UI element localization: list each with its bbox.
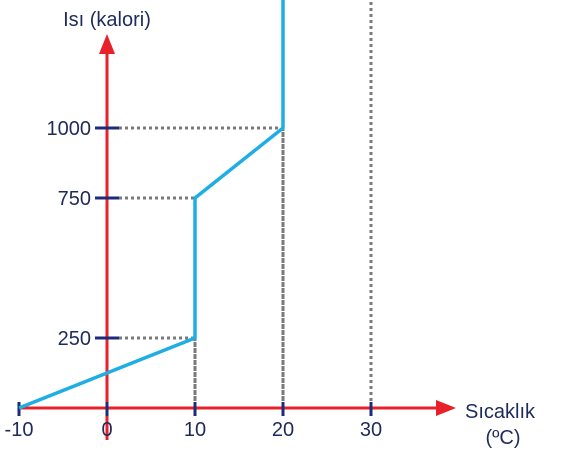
y-tick-label-750: 750 xyxy=(58,188,91,210)
x-axis-arrow xyxy=(436,400,456,416)
x-tick-label-20: 20 xyxy=(272,419,294,441)
series-line xyxy=(18,0,285,410)
x-tick-label--10: -10 xyxy=(5,419,34,441)
x-tick-label-30: 30 xyxy=(360,419,382,441)
x-tick-label-0: 0 xyxy=(101,419,112,441)
x-axis-title-line1: Sıcaklık xyxy=(465,401,536,423)
x-tick-label-10: 10 xyxy=(184,419,206,441)
y-axis-title: Isı (kalori) xyxy=(63,9,151,31)
guide-lines xyxy=(119,0,373,408)
axes xyxy=(18,34,456,440)
y-tick-label-1000: 1000 xyxy=(47,118,92,140)
y-tick-label-250: 250 xyxy=(58,328,91,350)
y-axis-arrow xyxy=(99,34,115,54)
labels: Isı (kalori) Sıcaklık (ºC) xyxy=(63,9,536,449)
x-axis-title-line2: (ºC) xyxy=(485,427,520,449)
